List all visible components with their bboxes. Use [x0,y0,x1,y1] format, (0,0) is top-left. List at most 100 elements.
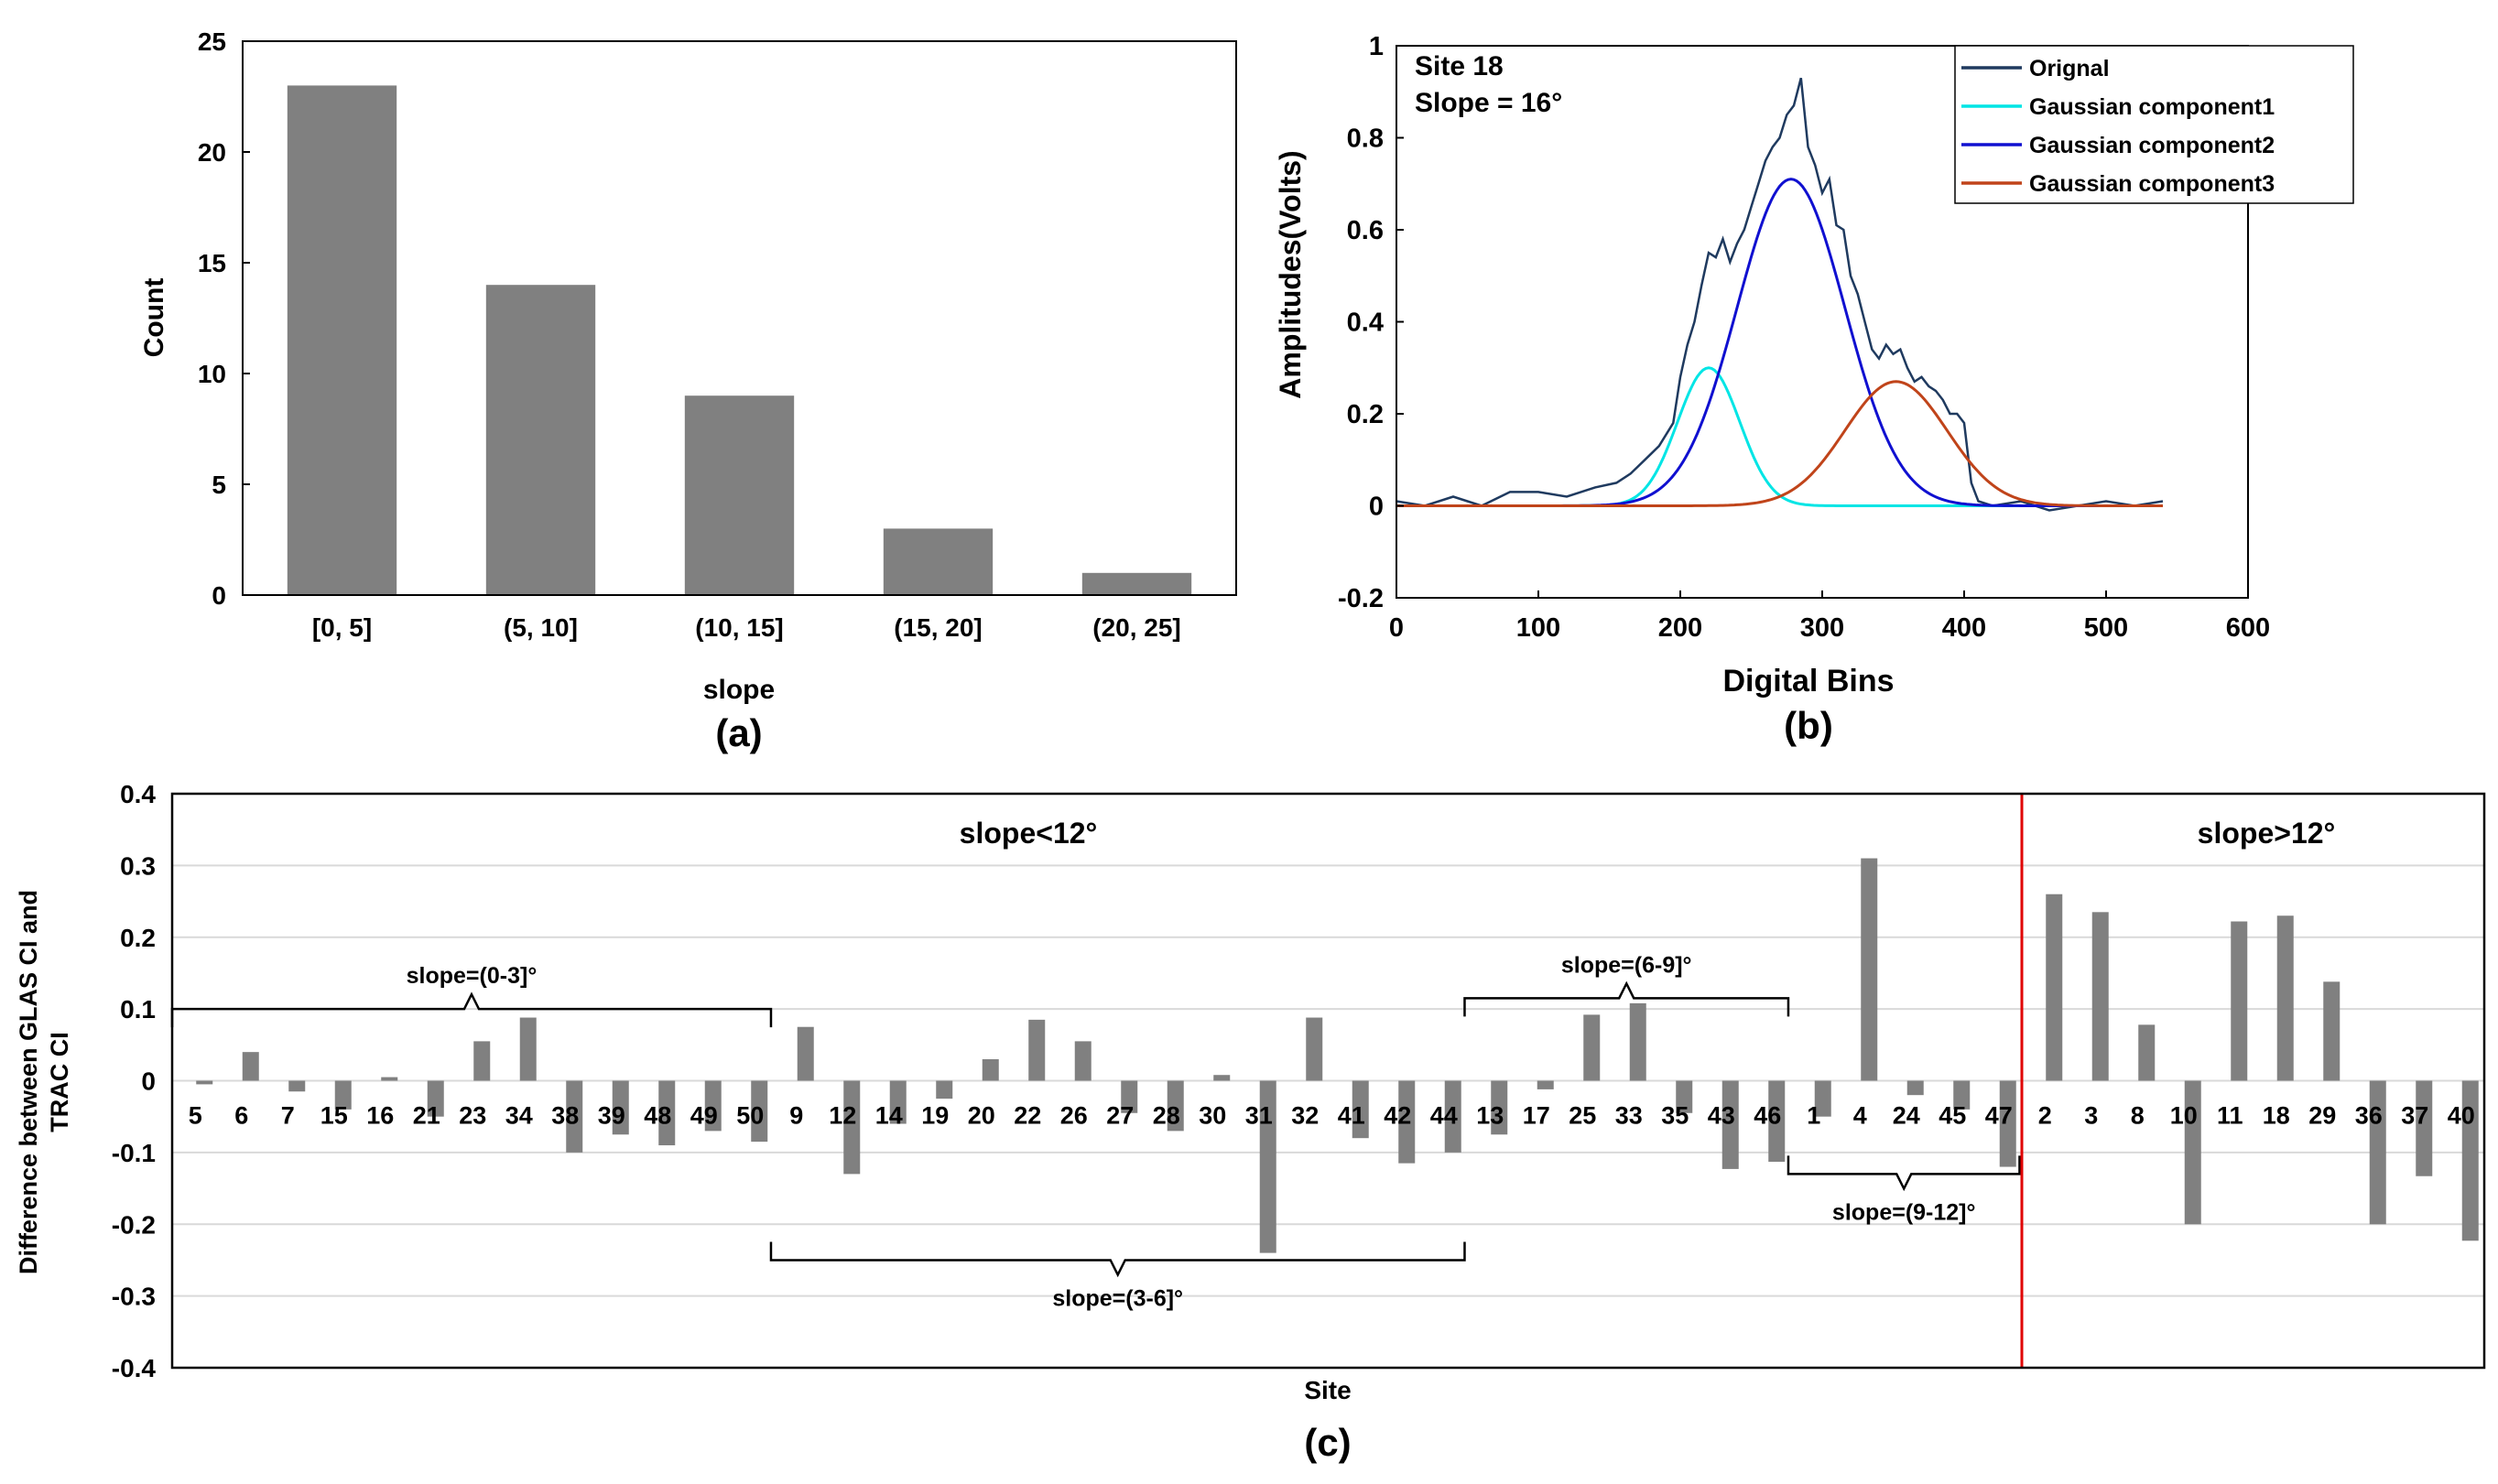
site-label: 16 [366,1102,394,1130]
panel-a-count-histogram: 0 5 10 15 20 25 [0, 5] (5, 10] (10, 15] (15, 20]… [139,27,1237,754]
site-label: 39 [598,1102,625,1130]
site-label: 6 [234,1102,248,1130]
site-label: 4 [1853,1102,1867,1130]
difference-bar [2323,981,2341,1081]
legend-entry: Orignal [2029,56,2110,81]
legend-entry: Gaussian component3 [2029,171,2275,197]
y-tick-label: -0.2 [112,1210,156,1239]
difference-bar [612,1080,629,1135]
y-tick-label: 0 [212,581,226,610]
site-label: 22 [1014,1102,1041,1130]
slope-group-bracket [170,991,773,1028]
site-label: 12 [829,1102,856,1130]
y-tick-label: 15 [198,249,226,277]
gaussian-component-line [1396,380,2163,507]
site-label: 40 [2448,1102,2475,1130]
legend-entry: Gaussian component2 [2029,133,2275,158]
region-label-above-12: slope>12° [2198,817,2336,850]
panel-a-tag: (a) [715,711,762,754]
y-tick-label: -0.3 [112,1283,156,1311]
panel-b-y-ticks: -0.2 0 0.2 0.4 0.6 0.8 1 [1338,32,1404,613]
difference-bar [1861,858,1878,1081]
difference-bar [1398,1080,1416,1164]
difference-bar [566,1080,583,1153]
panel-a-x-ticks: [0, 5] (5, 10] (10, 15] (15, 20] (20, 25] [312,613,1181,642]
legend-entry: Gaussian component1 [2029,94,2275,120]
difference-bar [1352,1080,1369,1139]
panel-c-site-labels: 5 6 7 15 16 21 23 34 38 39 48 49 50 9 12 14 19 20 22 26 27 28… [189,1102,2475,1130]
panel-b-y-label: Amplitudes(Volts) [1274,150,1307,398]
site-label: 18 [2263,1102,2290,1130]
difference-bar [1721,1080,1739,1169]
y-tick-label: -0.4 [112,1354,157,1382]
x-tick-label: [0, 5] [312,613,372,642]
panel-a-x-label: slope [703,675,775,705]
difference-bar [381,1077,398,1081]
panel-b-x-label: Digital Bins [1722,664,1894,699]
difference-bar [1259,1080,1276,1253]
difference-bar [1074,1041,1092,1081]
panel-b-legend: Orignal Gaussian component1 Gaussian compo… [1954,45,2354,204]
difference-bar [889,1080,907,1124]
slope-group-bracket [1787,1155,2021,1192]
panel-b-tag: (b) [1784,704,1833,747]
difference-bar [242,1052,259,1081]
slope-group-label: slope=(3-6]° [1052,1285,1183,1311]
panel-c-ci-difference: 5 6 7 15 16 21 23 34 38 39 48 49 50 9 12 14 19 20 22 26 27 28… [15,780,2486,1464]
panel-c-gridlines [172,793,2484,1369]
panel-c-slope-groups: slope=(0-3]° slope=(3-6]° slope=(6-9]° slop… [170,952,2021,1311]
difference-bar [1906,1080,1924,1096]
x-tick-label: (5, 10] [504,613,578,642]
x-tick-label: 300 [1800,613,1844,643]
site-label: 26 [1060,1102,1088,1130]
difference-bar [1444,1080,1461,1153]
panel-a-y-label: Count [139,278,169,358]
site-label: 19 [921,1102,949,1130]
count-bar [287,85,397,595]
difference-bar [1629,1002,1646,1081]
panel-c-y-label-line1: Difference between GLAS CI and [15,890,42,1274]
difference-bar [2461,1080,2479,1241]
site-label: 20 [968,1102,995,1130]
difference-bar [1583,1014,1601,1081]
site-label: 30 [1199,1102,1226,1130]
y-tick-label: 0.1 [120,995,156,1024]
x-tick-label: (10, 15] [695,613,784,642]
difference-bar [936,1080,953,1099]
gaussian-component-line [1396,178,2163,507]
slope-group-label: slope=(6-9]° [1561,952,1692,978]
count-bar [1081,572,1192,595]
difference-bar [843,1080,861,1175]
slope-group-label: slope=(0-3]° [407,963,538,989]
y-tick-label: 0 [141,1067,156,1096]
slope-group-bracket [1463,980,1790,1017]
slope-group-label: slope=(9-12]° [1832,1199,1976,1225]
site-label: 44 [1430,1102,1458,1130]
panel-c-x-label: Site [1304,1376,1351,1404]
site-label: 7 [281,1102,295,1130]
y-tick-label: 0.3 [120,851,156,880]
x-tick-label: 500 [2084,613,2128,643]
region-label-below-12: slope<12° [960,817,1098,850]
difference-bar [797,1026,814,1081]
difference-bar [2138,1024,2156,1081]
panel-c-y-ticks: -0.4 -0.3 -0.2 -0.1 0 0.1 0.2 0.3 0.4 [112,780,157,1382]
site-label: 28 [1153,1102,1180,1130]
panel-b-waveform: -0.200.20.40.60.81 0 100 200 300 400 500 600 S… [1274,32,2354,747]
x-tick-label: (15, 20] [894,613,983,642]
site-label: 38 [551,1102,579,1130]
y-tick-label: 1 [1369,32,1384,61]
difference-bar [1491,1080,1508,1135]
site-label: 31 [1245,1102,1273,1130]
site-label: 47 [1985,1102,2013,1130]
difference-bar [2184,1080,2201,1225]
difference-bar [2369,1080,2386,1225]
site-label: 17 [1523,1102,1550,1130]
site-label: 10 [2170,1102,2198,1130]
site-label: 41 [1338,1102,1365,1130]
panel-b-annotation-slope: Slope = 16° [1415,88,1562,118]
y-tick-label: 0.6 [1347,216,1384,245]
difference-bar [427,1080,444,1117]
slope-group-bracket [769,1241,1466,1278]
